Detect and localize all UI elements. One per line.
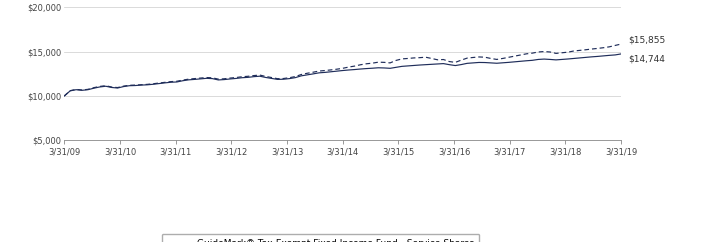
Legend: GuideMark® Tax-Exempt Fixed Income Fund - Service Shares, Bloomberg Barclays Mun: GuideMark® Tax-Exempt Fixed Income Fund …	[161, 234, 479, 242]
Text: $15,855: $15,855	[628, 35, 665, 44]
Text: $14,744: $14,744	[628, 55, 665, 64]
